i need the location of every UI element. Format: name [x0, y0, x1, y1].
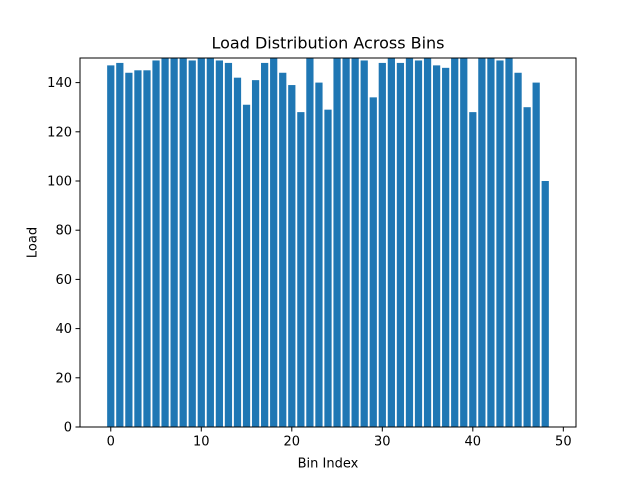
x-tick-label: 40	[465, 435, 482, 450]
bar-bin-17	[261, 62, 269, 428]
bar-bin-8	[179, 58, 187, 427]
bar-bin-42	[487, 58, 495, 427]
bar-bin-14	[233, 77, 242, 428]
bar-bin-37	[442, 67, 450, 427]
bar-bin-35	[423, 58, 432, 427]
x-tick-label: 20	[284, 435, 301, 450]
x-tick-label: 50	[555, 435, 572, 450]
bar-bin-27	[351, 58, 359, 427]
x-tick-label: 30	[374, 435, 391, 450]
bar-bin-36	[432, 65, 441, 427]
y-tick-label: 20	[55, 371, 72, 386]
bar-bin-12	[215, 60, 224, 428]
y-tick-label: 100	[47, 175, 72, 190]
y-tick-label: 140	[47, 76, 72, 91]
chart-title: Load Distribution Across Bins	[211, 34, 444, 53]
y-tick-label: 40	[55, 322, 72, 337]
bar-bin-32	[396, 62, 405, 428]
bar-bin-26	[342, 58, 350, 427]
bar-bin-30	[378, 62, 386, 428]
bar-bin-9	[188, 60, 196, 428]
bar-bin-18	[270, 58, 278, 427]
y-tick-label: 0	[64, 421, 72, 436]
bar-bin-10	[197, 58, 205, 427]
bar-bin-0	[107, 65, 115, 427]
bar-bin-3	[134, 70, 142, 428]
bar-bin-2	[125, 72, 133, 427]
bar-bin-41	[478, 58, 486, 427]
bar-bin-29	[369, 97, 377, 428]
bar-bin-33	[405, 58, 414, 427]
bar-bin-15	[242, 104, 251, 428]
y-axis: 0 20 40 60 80 100 120 140	[47, 76, 80, 436]
bar-bin-39	[460, 58, 468, 427]
bar-bin-48	[541, 181, 549, 427]
x-axis-title: Bin Index	[298, 457, 359, 472]
x-tick-label: 0	[107, 435, 115, 450]
bar-bin-23	[315, 82, 323, 427]
y-axis-title: Load	[26, 227, 41, 258]
y-tick-label: 80	[55, 224, 72, 239]
y-tick-label: 120	[47, 125, 72, 140]
bar-bin-16	[251, 80, 260, 427]
bar-bin-22	[306, 58, 314, 427]
bar-bin-19	[279, 72, 287, 427]
plot-frame	[79, 57, 577, 428]
bar-bin-46	[523, 107, 531, 427]
bars-group	[107, 58, 549, 428]
bar-bin-6	[161, 58, 169, 427]
bar-bin-13	[224, 62, 233, 428]
bar-bin-24	[324, 109, 332, 427]
bar-bin-1	[116, 62, 124, 428]
bar-bin-45	[514, 72, 522, 427]
bar-bin-20	[288, 85, 296, 427]
x-axis: 0 10 20 30 40 50	[107, 427, 572, 450]
bar-bin-44	[505, 58, 513, 427]
bar-bin-5	[152, 60, 160, 428]
bar-bin-25	[333, 58, 341, 427]
bar-bin-11	[206, 58, 214, 427]
x-tick-label: 10	[193, 435, 210, 450]
bar-bin-31	[387, 58, 395, 427]
bar-bin-40	[469, 112, 477, 428]
bar-bin-38	[451, 58, 459, 427]
bar-bin-47	[532, 82, 540, 427]
bar-bin-21	[297, 112, 305, 428]
bar-bin-34	[414, 60, 423, 428]
bar-bin-43	[496, 60, 504, 428]
bar-bin-4	[143, 70, 151, 428]
bar-bin-7	[170, 58, 178, 427]
bar-bin-28	[360, 60, 368, 428]
y-tick-label: 60	[55, 273, 72, 288]
